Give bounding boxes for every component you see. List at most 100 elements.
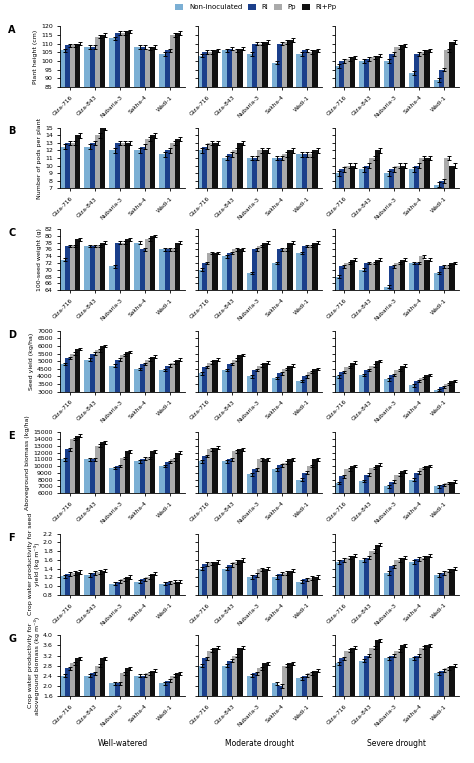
Bar [197,568,202,594]
Bar [221,50,227,87]
Bar [425,50,430,87]
Bar [272,158,277,188]
Bar [90,47,95,87]
Bar [75,436,81,493]
Bar [115,243,120,290]
Bar [359,375,364,391]
Bar [227,565,232,594]
Bar [425,555,430,594]
Bar [334,276,339,290]
Bar [374,640,380,696]
Bar [312,578,318,594]
Bar [344,166,349,188]
Bar [70,143,75,188]
Bar [175,452,180,493]
Bar [334,66,339,87]
Bar [100,35,105,87]
Bar [425,375,430,391]
Bar [384,573,389,594]
Bar [70,439,75,493]
Bar [287,150,292,188]
Text: E: E [8,431,15,441]
Bar [125,668,130,696]
Bar [95,135,100,188]
Bar [262,568,268,594]
Bar [109,584,115,594]
Bar [364,655,369,696]
Bar [237,355,243,391]
Bar [139,459,145,493]
Bar [232,50,237,87]
Bar [409,658,414,696]
Bar [297,381,302,391]
Bar [125,451,130,493]
Bar [84,459,90,493]
Bar [232,359,237,391]
Bar [409,169,414,188]
Bar [227,661,232,696]
Bar [120,458,125,493]
Bar [394,166,400,188]
Bar [369,551,374,594]
Bar [359,169,364,188]
Bar [409,480,414,493]
Bar [344,651,349,696]
Bar [75,240,81,290]
Bar [389,169,394,188]
Bar [434,80,439,87]
Y-axis label: Number of pods per plant: Number of pods per plant [37,118,42,198]
Bar [170,250,175,290]
Bar [150,574,155,594]
Bar [394,560,400,594]
Bar [164,365,170,391]
Bar [134,462,139,493]
Bar [139,364,145,391]
Bar [359,270,364,290]
Bar [237,250,243,290]
Bar [100,346,105,391]
Bar [359,481,364,493]
Bar [439,671,444,696]
Bar [419,52,425,87]
Bar [134,243,139,290]
Bar [282,250,287,290]
Bar [425,466,430,493]
Bar [257,569,262,594]
Bar [257,150,262,188]
Bar [297,480,302,493]
Bar [349,259,355,290]
Bar [145,458,150,493]
Bar [221,665,227,696]
Bar [374,259,380,290]
Bar [302,50,307,87]
Bar [384,61,389,87]
Bar [59,259,64,290]
Bar [257,459,262,493]
Bar [349,362,355,391]
Bar [227,154,232,188]
Bar [170,362,175,391]
Bar [400,259,405,290]
Bar [369,365,374,391]
Text: F: F [8,533,15,542]
Bar [246,273,252,290]
Bar [400,365,405,391]
Bar [414,54,419,87]
Bar [312,150,318,188]
Bar [389,481,394,493]
Bar [221,462,227,493]
Bar [202,564,207,594]
Bar [277,158,282,188]
Bar [449,381,455,391]
Bar [227,459,232,493]
Bar [439,266,444,290]
Bar [434,273,439,290]
Bar [159,684,164,696]
Bar [175,243,180,290]
Bar [164,681,170,696]
Bar [59,459,64,493]
Bar [409,263,414,290]
Bar [444,668,449,696]
Bar [334,483,339,493]
Bar [164,50,170,87]
